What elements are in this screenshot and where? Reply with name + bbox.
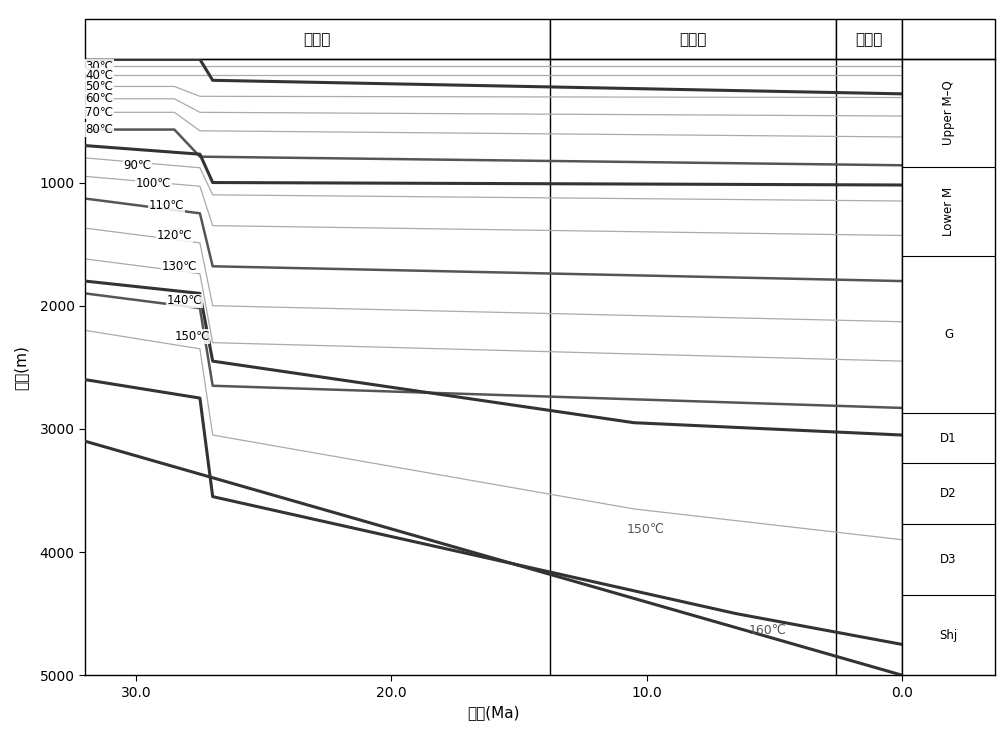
Text: 70℃: 70℃ [85,106,113,119]
Text: Lower M: Lower M [942,187,955,236]
Text: 新近系: 新近系 [679,32,706,47]
Text: 110℃: 110℃ [149,200,184,212]
Text: 40℃: 40℃ [85,69,113,82]
Text: D1: D1 [940,432,957,444]
Text: 100℃: 100℃ [136,177,172,190]
Text: 50℃: 50℃ [85,80,113,93]
Text: Upper M–Q: Upper M–Q [942,81,955,145]
Text: 30℃: 30℃ [85,59,113,73]
Text: 120℃: 120℃ [156,229,192,242]
Text: 第四系: 第四系 [855,32,883,47]
Text: 90℃: 90℃ [123,159,151,172]
Text: 80℃: 80℃ [85,123,113,136]
X-axis label: 时间(Ma): 时间(Ma) [467,705,520,720]
Text: D2: D2 [940,487,957,500]
Text: 160℃: 160℃ [749,624,787,637]
Text: 140℃: 140℃ [167,295,202,307]
Text: D3: D3 [940,553,957,566]
Text: G: G [944,328,953,341]
Text: 60℃: 60℃ [85,92,113,105]
Text: 150℃: 150℃ [626,523,664,536]
Bar [836,19,902,59]
Y-axis label: 深度(m): 深度(m) [13,345,28,390]
Text: 古近系: 古近系 [304,32,331,47]
Bar [85,19,550,59]
Bar [550,19,836,59]
Text: Shj: Shj [939,628,958,642]
Text: 130℃: 130℃ [162,260,197,273]
Bar [902,19,995,59]
Text: 150℃: 150℃ [174,330,210,343]
